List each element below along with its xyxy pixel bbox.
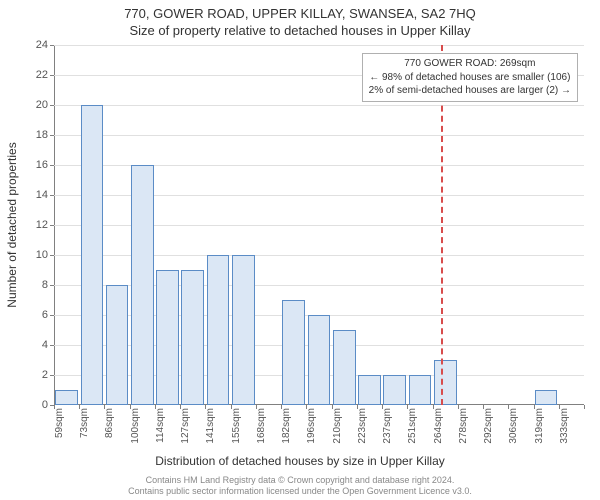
x-tick-label: 223sqm — [357, 408, 368, 444]
x-tick-label: 141sqm — [205, 408, 216, 444]
histogram-bar — [232, 255, 255, 405]
y-tick-label: 0 — [42, 399, 54, 411]
histogram-bar — [383, 375, 406, 405]
annotation-line-3: 2% of semi-detached houses are larger (2… — [369, 84, 571, 98]
y-tick-label: 20 — [36, 99, 54, 111]
plot-area: 02468101214161820222459sqm73sqm86sqm100s… — [54, 45, 584, 405]
histogram-bar — [409, 375, 432, 405]
x-tick-label: 127sqm — [180, 408, 191, 444]
histogram-bar — [156, 270, 179, 405]
x-tick-label: 100sqm — [130, 408, 141, 444]
y-tick-label: 24 — [36, 39, 54, 51]
footer-line-1: Contains HM Land Registry data © Crown c… — [0, 475, 600, 486]
x-tick-label: 264sqm — [433, 408, 444, 444]
histogram-bar — [282, 300, 305, 405]
x-tick-label: 182sqm — [281, 408, 292, 444]
y-tick-label: 6 — [42, 309, 54, 321]
y-tick-label: 22 — [36, 69, 54, 81]
histogram-bar — [55, 390, 78, 405]
histogram-bar — [333, 330, 356, 405]
x-tick-label: 237sqm — [382, 408, 393, 444]
histogram-bar — [81, 105, 104, 405]
y-tick-label: 2 — [42, 369, 54, 381]
gridline — [54, 135, 584, 136]
footer-text: Contains HM Land Registry data © Crown c… — [0, 475, 600, 498]
x-tick-label: 333sqm — [559, 408, 570, 444]
y-tick-label: 16 — [36, 159, 54, 171]
y-tick-label: 10 — [36, 249, 54, 261]
y-tick-label: 8 — [42, 279, 54, 291]
histogram-bar — [181, 270, 204, 405]
histogram-bar — [434, 360, 457, 405]
histogram-bar — [106, 285, 129, 405]
histogram-bar — [207, 255, 230, 405]
annotation-line-1: 770 GOWER ROAD: 269sqm — [369, 57, 571, 71]
histogram-bar — [535, 390, 558, 405]
x-tick-label: 196sqm — [306, 408, 317, 444]
x-tick-label: 278sqm — [458, 408, 469, 444]
x-tick-label: 251sqm — [407, 408, 418, 444]
gridline — [54, 45, 584, 46]
y-tick-label: 12 — [36, 219, 54, 231]
annotation-box: 770 GOWER ROAD: 269sqm ← 98% of detached… — [362, 53, 578, 102]
x-tick-label: 155sqm — [231, 408, 242, 444]
x-axis-label: Distribution of detached houses by size … — [0, 454, 600, 468]
gridline — [54, 105, 584, 106]
histogram-bar — [358, 375, 381, 405]
x-tick-mark — [584, 405, 585, 409]
x-tick-label: 59sqm — [54, 408, 65, 438]
footer-line-2: Contains public sector information licen… — [0, 486, 600, 497]
x-tick-label: 210sqm — [332, 408, 343, 444]
chart-title: 770, GOWER ROAD, UPPER KILLAY, SWANSEA, … — [0, 6, 600, 21]
y-axis-label: Number of detached properties — [5, 142, 19, 307]
x-tick-label: 319sqm — [534, 408, 545, 444]
histogram-bar — [308, 315, 331, 405]
chart-subtitle: Size of property relative to detached ho… — [0, 23, 600, 38]
x-tick-label: 114sqm — [155, 408, 166, 443]
x-tick-label: 292sqm — [483, 408, 494, 444]
histogram-bar — [131, 165, 154, 405]
x-tick-label: 86sqm — [104, 408, 115, 438]
y-tick-label: 4 — [42, 339, 54, 351]
x-tick-label: 168sqm — [256, 408, 267, 444]
x-tick-label: 306sqm — [508, 408, 519, 444]
annotation-line-2: ← 98% of detached houses are smaller (10… — [369, 71, 571, 85]
y-tick-label: 14 — [36, 189, 54, 201]
x-tick-label: 73sqm — [79, 408, 90, 438]
y-tick-label: 18 — [36, 129, 54, 141]
chart-container: 770, GOWER ROAD, UPPER KILLAY, SWANSEA, … — [0, 0, 600, 500]
